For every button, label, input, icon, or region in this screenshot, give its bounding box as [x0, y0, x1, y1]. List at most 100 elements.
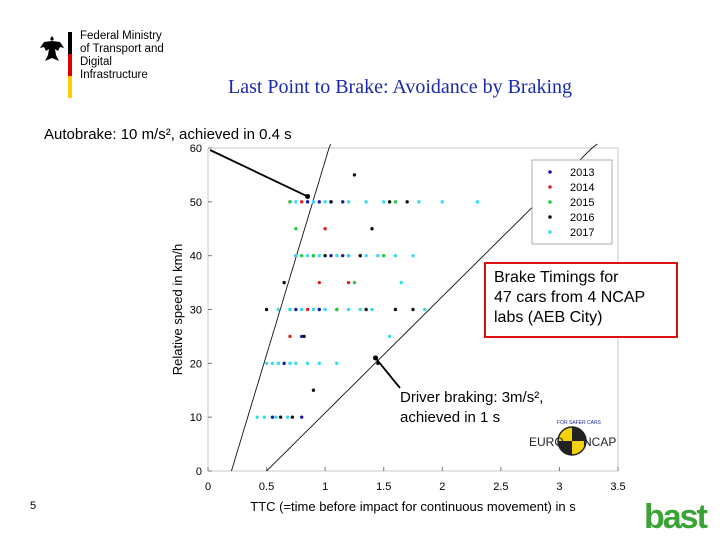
data-point-2014 — [317, 280, 321, 285]
legend-marker-2015 — [548, 200, 552, 204]
x-tick-label: 2.5 — [493, 481, 508, 493]
data-point-2013 — [341, 200, 345, 204]
driver-arrow — [374, 357, 401, 389]
legend-label-2013: 2013 — [570, 167, 594, 179]
data-point-2017 — [346, 200, 351, 204]
data-point-2017 — [294, 253, 298, 258]
data-point-2014 — [305, 307, 310, 312]
data-point-2017 — [411, 253, 415, 258]
data-point-2017 — [285, 415, 290, 419]
data-point-2017 — [346, 253, 351, 258]
driver-braking-line-1: Driver braking: 3m/s², — [400, 389, 544, 406]
annotation-arrows — [209, 149, 401, 389]
y-tick-label: 20 — [190, 358, 202, 370]
flag-stripe-gold — [68, 76, 72, 98]
y-tick-label: 10 — [190, 412, 202, 424]
data-point-2017 — [323, 307, 327, 312]
euroncap-logo: EURO NCAP FOR SAFER CARS — [529, 420, 616, 456]
driver-braking-annotation: Driver braking: 3m/s², achieved in 1 s — [400, 388, 543, 428]
autobrake-arrow — [209, 149, 308, 198]
federal-eagle-icon — [40, 36, 64, 61]
data-point-2017 — [270, 361, 275, 366]
legend: 2013 2014 2015 2016 2017 — [531, 159, 613, 245]
legend-label-2014: 2014 — [570, 182, 594, 194]
data-point-2017 — [393, 253, 398, 258]
data-point-2015 — [335, 307, 339, 312]
scatter-chart: 0 0.5 1 1.5 2 2.5 3 3.5 0 10 20 30 40 50 60 TTC (=time … — [170, 143, 626, 514]
data-point-2017 — [323, 200, 327, 204]
data-point-2013 — [305, 200, 310, 204]
x-tick-label: 1.5 — [376, 481, 391, 493]
data-point-2016 — [393, 307, 398, 312]
data-point-2015 — [294, 227, 298, 231]
legend-marker-2013 — [548, 170, 552, 174]
data-point-2016 — [290, 415, 295, 419]
data-point-2016 — [329, 200, 333, 204]
brake-timings-line-3: labs (AEB City) — [494, 309, 603, 326]
x-tick-label: 0.5 — [259, 481, 274, 493]
autobrake-annotation: Autobrake: 10 m/s², achieved in 0.4 s — [44, 126, 292, 143]
data-point-2013 — [300, 415, 304, 419]
brake-timings-box: Brake Timings for 47 cars from 4 NCAP la… — [484, 262, 678, 338]
x-axis-label: TTC (=time before impact for continuous … — [250, 499, 576, 514]
data-point-2017 — [288, 361, 292, 366]
data-point-2017 — [288, 307, 292, 312]
data-point-2017 — [317, 253, 321, 258]
brake-timings-line-2: 47 cars from 4 NCAP — [494, 289, 646, 306]
data-point-2013 — [282, 361, 286, 366]
data-point-2016 — [352, 173, 357, 177]
data-point-2017 — [475, 200, 480, 204]
data-point-2016 — [387, 200, 392, 204]
legend-marker-2014 — [548, 185, 552, 189]
ministry-name: Federal Ministry of Transport and Digita… — [80, 30, 178, 82]
data-point-2017 — [382, 200, 386, 204]
ministry-logo: Federal Ministry of Transport and Digita… — [38, 30, 178, 100]
flag-stripe-black — [68, 32, 72, 54]
page-number: 5 — [30, 500, 37, 512]
ministry-line-2: of Transport and — [80, 43, 164, 55]
data-point-2017 — [317, 361, 321, 366]
euroncap-text-left: EURO — [529, 435, 564, 449]
driver-braking-line-2: achieved in 1 s — [400, 409, 501, 426]
data-point-2013 — [317, 200, 321, 204]
data-point-2016 — [323, 253, 327, 258]
data-point-2017 — [417, 200, 421, 204]
data-point-2017 — [264, 361, 269, 366]
euroncap-text-right: NCAP — [583, 435, 616, 449]
data-point-2013 — [317, 307, 321, 312]
data-point-2013 — [294, 307, 298, 312]
legend-label-2016: 2016 — [570, 212, 594, 224]
slide-title: Last Point to Brake: Avoidance by Brakin… — [227, 76, 572, 98]
data-point-2016 — [311, 388, 316, 392]
data-point-2016 — [358, 253, 362, 258]
data-point-2016 — [411, 307, 415, 312]
data-point-2015 — [311, 253, 316, 258]
braking-curve-autobrake — [230, 143, 332, 472]
bast-logo: bast — [644, 498, 708, 536]
data-point-2017 — [335, 253, 339, 258]
data-point-2016 — [264, 307, 269, 312]
data-point-2015 — [352, 280, 357, 285]
legend-marker-2017 — [548, 230, 552, 234]
data-point-2016 — [370, 227, 374, 231]
x-tick-label: 3.5 — [610, 481, 625, 493]
data-point-2014 — [288, 334, 292, 339]
data-point-2017 — [440, 200, 444, 204]
data-point-2017 — [376, 253, 380, 258]
y-tick-label: 30 — [190, 305, 202, 317]
data-point-2017 — [276, 307, 280, 312]
data-point-2017 — [335, 361, 339, 366]
y-tick-label: 60 — [190, 143, 202, 155]
data-point-2013 — [300, 334, 304, 339]
axes: 0 0.5 1 1.5 2 2.5 3 3.5 0 10 20 30 40 50 60 TTC (=time … — [170, 143, 626, 514]
x-tick-label: 0 — [205, 481, 211, 493]
data-point-2017 — [364, 200, 368, 204]
legend-label-2017: 2017 — [570, 227, 594, 239]
data-point-2017 — [346, 307, 351, 312]
data-point-2014 — [300, 200, 304, 204]
data-point-2017 — [300, 307, 304, 312]
x-tick-label: 3 — [556, 481, 562, 493]
flag-stripe-red — [68, 54, 72, 76]
data-points — [255, 173, 480, 419]
data-point-2016 — [278, 415, 283, 419]
